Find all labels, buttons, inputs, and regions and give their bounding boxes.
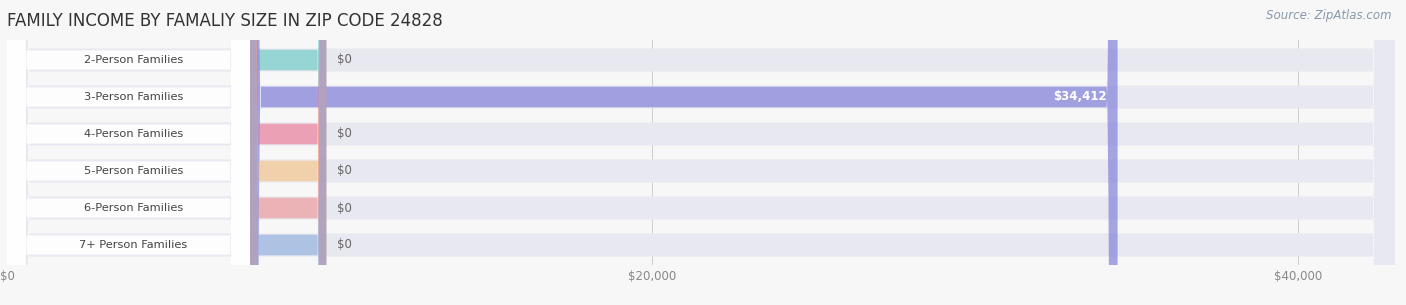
FancyBboxPatch shape <box>250 0 326 305</box>
FancyBboxPatch shape <box>250 0 326 305</box>
Text: 5-Person Families: 5-Person Families <box>83 166 183 176</box>
Text: $0: $0 <box>337 127 352 141</box>
Text: 2-Person Families: 2-Person Families <box>84 55 183 65</box>
Text: $0: $0 <box>337 164 352 178</box>
Text: 3-Person Families: 3-Person Families <box>83 92 183 102</box>
Text: 4-Person Families: 4-Person Families <box>84 129 183 139</box>
FancyBboxPatch shape <box>7 0 250 305</box>
FancyBboxPatch shape <box>7 0 1395 305</box>
Text: $0: $0 <box>337 53 352 66</box>
FancyBboxPatch shape <box>7 0 1395 305</box>
Text: 7+ Person Families: 7+ Person Families <box>79 240 187 250</box>
Text: 6-Person Families: 6-Person Families <box>84 203 183 213</box>
FancyBboxPatch shape <box>250 0 1118 305</box>
FancyBboxPatch shape <box>7 0 1395 305</box>
Text: $0: $0 <box>337 239 352 252</box>
FancyBboxPatch shape <box>7 0 250 305</box>
Text: $34,412: $34,412 <box>1053 91 1107 103</box>
FancyBboxPatch shape <box>7 0 1395 305</box>
FancyBboxPatch shape <box>7 0 250 305</box>
Text: FAMILY INCOME BY FAMALIY SIZE IN ZIP CODE 24828: FAMILY INCOME BY FAMALIY SIZE IN ZIP COD… <box>7 12 443 30</box>
Text: $0: $0 <box>337 202 352 214</box>
FancyBboxPatch shape <box>250 0 326 305</box>
FancyBboxPatch shape <box>7 0 1395 305</box>
FancyBboxPatch shape <box>7 0 1395 305</box>
Text: Source: ZipAtlas.com: Source: ZipAtlas.com <box>1267 9 1392 22</box>
FancyBboxPatch shape <box>7 0 250 305</box>
FancyBboxPatch shape <box>7 0 250 305</box>
FancyBboxPatch shape <box>7 0 250 305</box>
FancyBboxPatch shape <box>250 0 326 305</box>
FancyBboxPatch shape <box>250 0 326 305</box>
